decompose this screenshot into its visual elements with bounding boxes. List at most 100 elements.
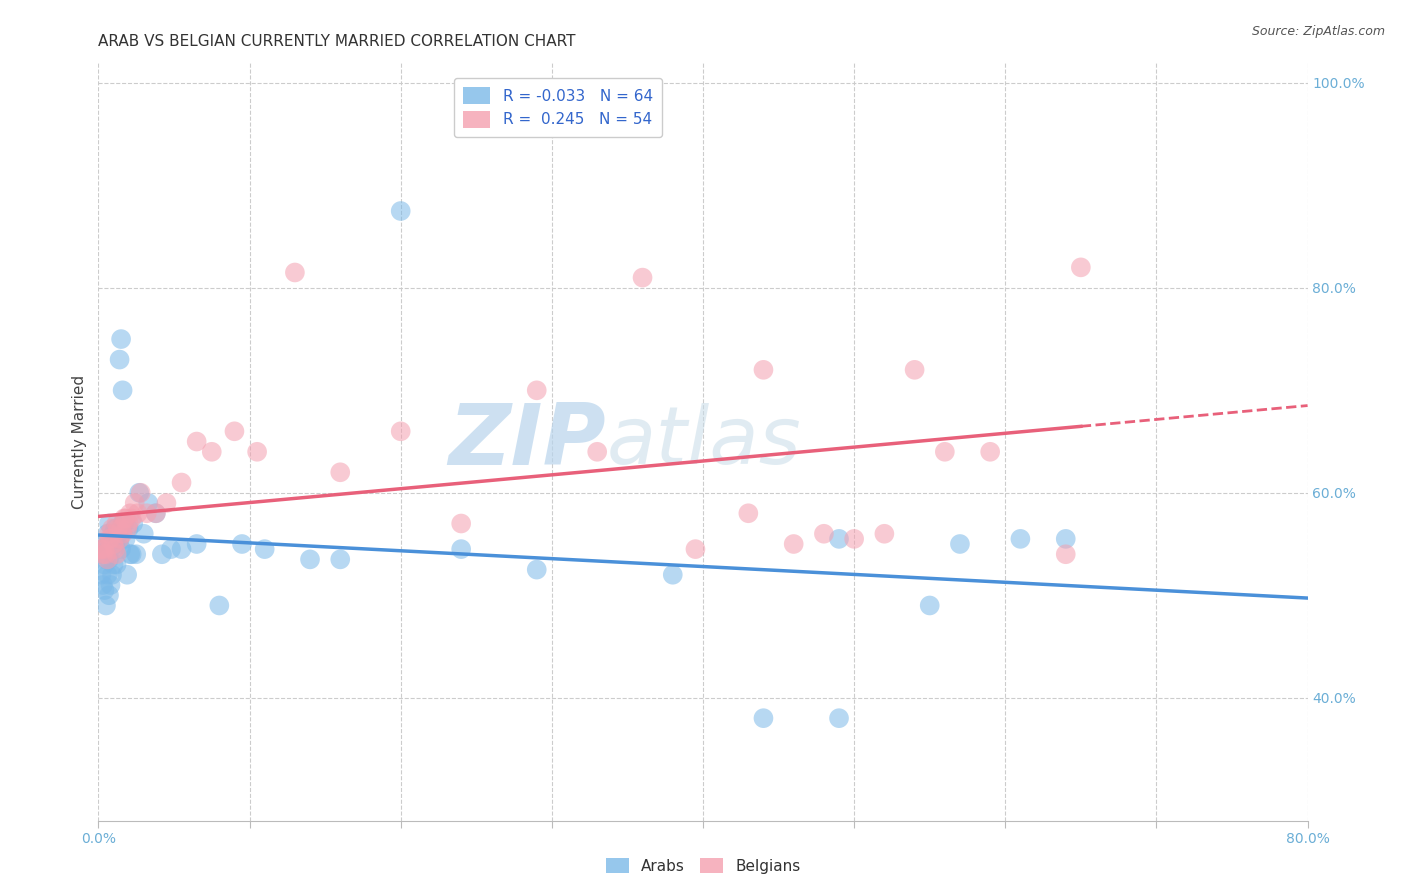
Point xyxy=(329,552,352,566)
Point xyxy=(90,542,112,557)
Point xyxy=(586,444,609,458)
Point xyxy=(904,363,927,377)
Point xyxy=(105,516,128,531)
Point xyxy=(231,537,253,551)
Point xyxy=(121,547,143,561)
Point xyxy=(284,265,307,279)
Point xyxy=(1054,532,1077,546)
Point xyxy=(111,526,134,541)
Point xyxy=(98,588,121,602)
Point xyxy=(91,537,114,551)
Point xyxy=(91,578,114,592)
Point xyxy=(125,547,148,561)
Point xyxy=(94,552,117,566)
Point xyxy=(526,563,548,577)
Point xyxy=(94,599,117,613)
Point xyxy=(329,465,352,479)
Point xyxy=(103,526,125,541)
Point xyxy=(115,522,138,536)
Point xyxy=(118,516,141,531)
Point xyxy=(108,352,131,367)
Point xyxy=(121,511,143,525)
Point xyxy=(186,434,208,449)
Point xyxy=(136,496,159,510)
Point xyxy=(101,532,124,546)
Point xyxy=(155,496,177,510)
Point xyxy=(93,558,115,572)
Point xyxy=(1070,260,1092,275)
Point xyxy=(118,522,141,536)
Point xyxy=(104,522,127,536)
Legend: R = -0.033   N = 64, R =  0.245   N = 54: R = -0.033 N = 64, R = 0.245 N = 54 xyxy=(454,78,662,137)
Point xyxy=(107,526,129,541)
Point xyxy=(114,532,136,546)
Point xyxy=(114,511,136,525)
Point xyxy=(96,567,118,582)
Point xyxy=(949,537,972,551)
Point xyxy=(100,532,122,546)
Point xyxy=(783,537,806,551)
Point xyxy=(737,506,759,520)
Point xyxy=(90,567,112,582)
Point xyxy=(170,475,193,490)
Point xyxy=(201,444,224,458)
Point xyxy=(128,485,150,500)
Point xyxy=(844,532,866,546)
Text: atlas: atlas xyxy=(606,402,801,481)
Point xyxy=(873,526,896,541)
Point xyxy=(132,526,155,541)
Point xyxy=(96,552,118,566)
Point xyxy=(103,542,125,557)
Point xyxy=(89,542,111,557)
Point xyxy=(160,542,183,557)
Point xyxy=(828,532,851,546)
Point xyxy=(98,552,121,566)
Point xyxy=(170,542,193,557)
Point xyxy=(89,547,111,561)
Point xyxy=(96,526,118,541)
Point xyxy=(104,542,127,557)
Point xyxy=(685,542,707,557)
Point xyxy=(1054,547,1077,561)
Point xyxy=(389,425,412,439)
Point xyxy=(94,547,117,561)
Point xyxy=(752,363,775,377)
Point xyxy=(127,506,149,520)
Point xyxy=(104,537,127,551)
Point xyxy=(105,558,128,572)
Point xyxy=(98,532,121,546)
Point xyxy=(752,711,775,725)
Point xyxy=(122,516,145,531)
Point xyxy=(631,270,654,285)
Point xyxy=(100,542,122,557)
Point xyxy=(224,425,246,439)
Point xyxy=(108,532,131,546)
Point xyxy=(98,526,121,541)
Point xyxy=(979,444,1001,458)
Point xyxy=(120,547,142,561)
Point xyxy=(91,547,114,561)
Point xyxy=(93,542,115,557)
Point xyxy=(103,537,125,551)
Point xyxy=(101,567,124,582)
Legend: Arabs, Belgians: Arabs, Belgians xyxy=(599,852,807,880)
Point xyxy=(150,547,173,561)
Point xyxy=(110,522,132,536)
Point xyxy=(124,496,146,510)
Point xyxy=(450,542,472,557)
Point xyxy=(111,516,134,531)
Point xyxy=(828,711,851,725)
Point xyxy=(918,599,941,613)
Point xyxy=(120,506,142,520)
Point xyxy=(103,558,125,572)
Point xyxy=(129,485,152,500)
Point xyxy=(299,552,322,566)
Point xyxy=(661,567,683,582)
Point xyxy=(112,516,135,531)
Point xyxy=(186,537,208,551)
Text: Source: ZipAtlas.com: Source: ZipAtlas.com xyxy=(1251,25,1385,38)
Point xyxy=(115,567,138,582)
Point xyxy=(450,516,472,531)
Point xyxy=(112,511,135,525)
Point xyxy=(208,599,231,613)
